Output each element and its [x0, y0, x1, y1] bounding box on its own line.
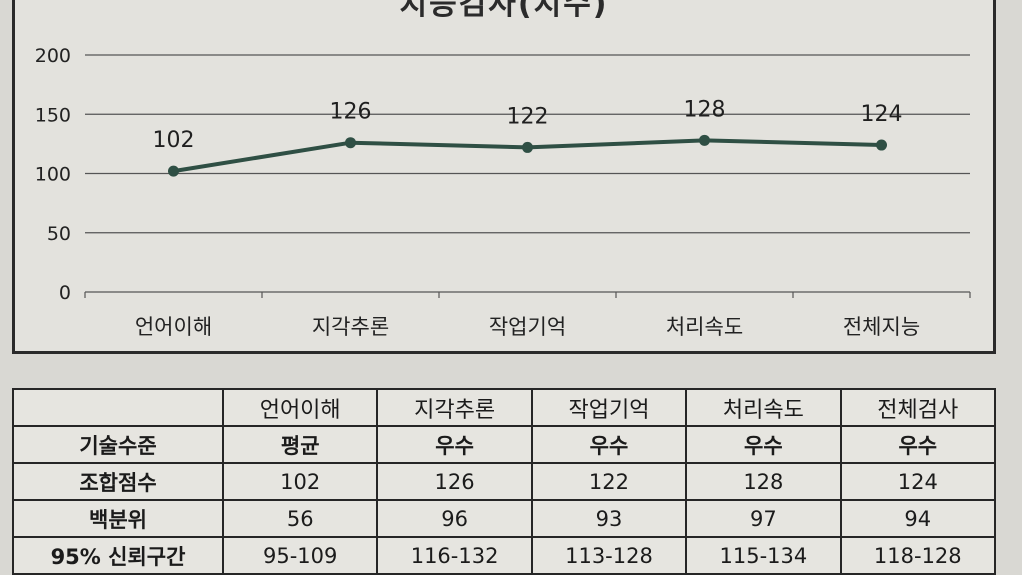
table-row: 기술수준 평균 우수 우수 우수 우수: [12, 425, 997, 464]
chart-frame: 지능검사(지수) 0 50 100 150 200 언어이해 지각추론 작업기억 처리속도 전체지…: [12, 0, 996, 354]
table-row: 백분위 56 96 93 97 94: [12, 499, 997, 538]
table-header-cell: 처리속도: [685, 388, 842, 427]
row-label: 95% 신뢰구간: [12, 536, 224, 575]
y-tick-label: 100: [35, 164, 71, 186]
table-row: 조합점수 102 126 122 128 124: [12, 462, 997, 501]
table-cell: 56: [221, 499, 379, 538]
table-cell: 97: [685, 499, 842, 538]
score-table-wrap: 언어이해 지각추론 작업기억 처리속도 전체검사 기술수준 평균 우수 우수 우…: [12, 388, 997, 575]
data-point: [345, 137, 356, 149]
data-point: [522, 141, 533, 153]
table-cell: 93: [530, 499, 688, 538]
y-tick-label: 200: [35, 45, 71, 67]
row-label: 백분위: [12, 499, 224, 538]
data-label: 128: [684, 97, 726, 122]
data-label: 102: [153, 128, 195, 153]
table-header-cell: 작업기억: [530, 388, 688, 427]
data-point: [699, 134, 710, 146]
table-cell: 우수: [839, 425, 997, 464]
data-label: 122: [507, 104, 549, 129]
x-tick-label: 처리속도: [666, 315, 743, 339]
table-cell: 평균: [221, 425, 379, 464]
data-label: 126: [330, 100, 372, 125]
x-tick-label: 언어이해: [135, 315, 212, 339]
table-header-cell: 지각추론: [376, 388, 533, 427]
table-cell: 118-128: [839, 536, 997, 575]
x-tick-label: 전체지능: [843, 315, 920, 339]
table-header-cell: 전체검사: [839, 388, 997, 427]
table-row: 95% 신뢰구간 95-109 116-132 113-128 115-134 …: [12, 536, 997, 575]
chart-title: 지능검사(지수): [399, 0, 609, 22]
line-chart: 0 50 100 150 200 언어이해 지각추론 작업기억 처리속도 전체지능 102 126 12…: [35, 45, 971, 339]
table-header-cell: 언어이해: [221, 388, 379, 427]
table-cell: 113-128: [530, 536, 688, 575]
table-cell: 96: [376, 499, 533, 538]
table-cell: 126: [376, 462, 533, 501]
table-cell: 95-109: [221, 536, 379, 575]
table-cell: 우수: [685, 425, 842, 464]
table-cell: 115-134: [685, 536, 842, 575]
table-cell: 116-132: [376, 536, 533, 575]
data-point: [876, 139, 887, 151]
table-cell: 122: [530, 462, 688, 501]
y-tick-label: 150: [35, 104, 71, 126]
y-tick-label: 0: [59, 282, 71, 304]
table-header-corner: [12, 388, 224, 427]
table-cell: 102: [221, 462, 379, 501]
table-cell: 128: [685, 462, 842, 501]
table-cell: 94: [839, 499, 997, 538]
table-cell: 우수: [530, 425, 688, 464]
row-label: 기술수준: [12, 425, 224, 464]
table-cell: 124: [839, 462, 997, 501]
data-label: 124: [861, 102, 903, 127]
table-header-row: 언어이해 지각추론 작업기억 처리속도 전체검사: [12, 388, 997, 427]
score-table: 언어이해 지각추론 작업기억 처리속도 전체검사 기술수준 평균 우수 우수 우…: [12, 388, 997, 575]
data-point: [168, 165, 179, 177]
row-label: 조합점수: [12, 462, 224, 501]
x-tick-label: 지각추론: [312, 315, 389, 339]
y-tick-label: 50: [47, 223, 71, 245]
table-cell: 우수: [376, 425, 533, 464]
x-tick-label: 작업기억: [489, 315, 566, 339]
